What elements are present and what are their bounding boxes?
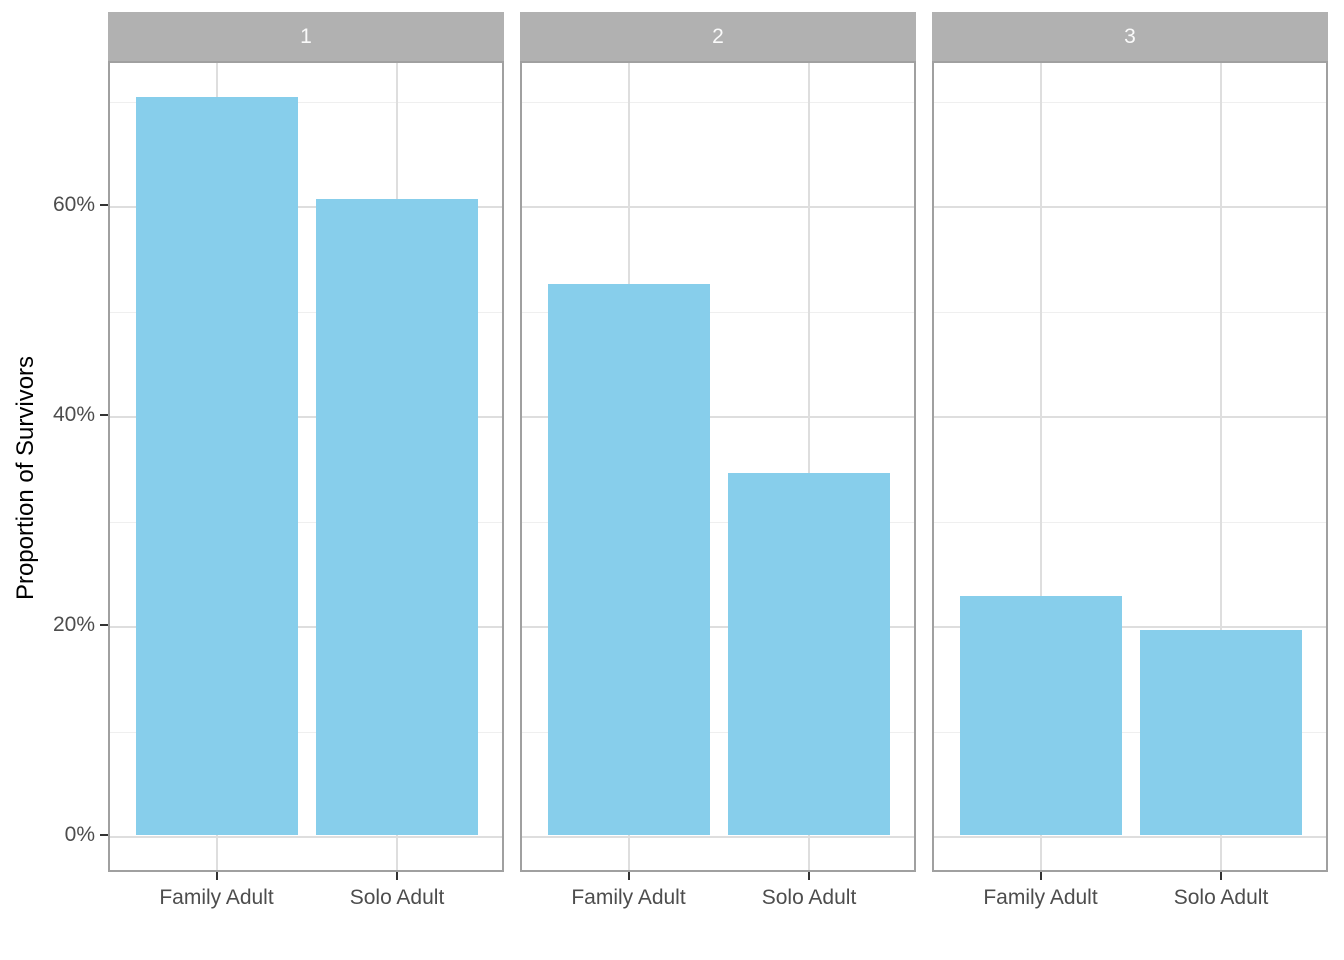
bar-solo-adult-class-3	[1140, 630, 1302, 835]
gridline-major-h	[110, 836, 502, 838]
facet-panel-3	[932, 61, 1328, 872]
x-axis-tick	[215, 872, 218, 880]
gridline-minor-h	[522, 312, 914, 313]
y-axis-tick	[100, 414, 108, 416]
bar-family-adult-class-1	[135, 96, 298, 835]
gridline-minor-h	[110, 732, 502, 733]
facet-strip-1: 1	[108, 12, 504, 61]
gridline-minor-h	[522, 102, 914, 103]
facet-strip-2: 2	[520, 12, 916, 61]
y-axis-tick-label-40pct: 40%	[52, 403, 95, 426]
x-axis-tick-label-family-adult: Family Adult	[571, 886, 686, 909]
gridline-minor-h	[934, 732, 1326, 733]
gridline-major-h	[934, 416, 1326, 418]
gridline-major-h	[110, 626, 502, 628]
y-axis-tick	[100, 834, 108, 836]
facet-panel-1	[108, 61, 504, 872]
gridline-major-v	[808, 63, 810, 870]
bar-solo-adult-class-2	[728, 472, 890, 835]
gridline-major-v	[1039, 63, 1042, 870]
y-axis-tick-label-60pct: 60%	[52, 193, 95, 216]
gridline-minor-h	[110, 102, 502, 103]
x-axis-tick-label-solo-adult: Solo Adult	[1173, 886, 1269, 909]
gridline-minor-h	[934, 312, 1326, 313]
y-axis-title: Proportion of Survivors	[12, 355, 39, 601]
gridline-major-h	[934, 206, 1326, 208]
x-axis-tick-label-family-adult: Family Adult	[983, 886, 1098, 909]
gridline-major-h	[522, 416, 914, 418]
gridline-minor-h	[110, 522, 502, 523]
gridline-minor-h	[522, 522, 914, 523]
gridline-major-h	[522, 626, 914, 628]
gridline-major-h	[110, 416, 502, 418]
gridline-major-h	[934, 836, 1326, 838]
x-axis-tick	[396, 872, 398, 880]
gridline-minor-h	[934, 102, 1326, 103]
facet-strip-label-3: 3	[1124, 25, 1136, 48]
gridline-major-h	[522, 836, 914, 838]
facet-strip-label-1: 1	[300, 25, 312, 48]
x-axis-tick	[627, 872, 630, 880]
y-axis-tick	[100, 624, 108, 626]
x-axis-tick-label-solo-adult: Solo Adult	[349, 886, 445, 909]
gridline-minor-h	[934, 522, 1326, 523]
gridline-minor-h	[522, 732, 914, 733]
gridline-major-h	[522, 206, 914, 208]
gridline-major-h	[110, 206, 502, 208]
x-axis-tick	[1220, 872, 1222, 880]
y-axis-tick-label-0pct: 0%	[64, 823, 95, 846]
y-axis-tick	[100, 204, 108, 206]
bar-family-adult-class-3	[959, 595, 1122, 835]
facet-strip-label-2: 2	[712, 25, 724, 48]
bar-family-adult-class-2	[547, 283, 710, 835]
facet-panel-2	[520, 61, 916, 872]
x-axis-tick	[808, 872, 810, 880]
x-axis-tick-label-family-adult: Family Adult	[159, 886, 274, 909]
bar-solo-adult-class-1	[316, 198, 478, 835]
x-axis-tick-label-solo-adult: Solo Adult	[761, 886, 857, 909]
x-axis-tick	[1039, 872, 1042, 880]
facet-strip-3: 3	[932, 12, 1328, 61]
gridline-major-v	[1220, 63, 1222, 870]
gridline-major-h	[934, 626, 1326, 628]
y-axis-tick-label-20pct: 20%	[52, 613, 95, 636]
gridline-minor-h	[110, 312, 502, 313]
